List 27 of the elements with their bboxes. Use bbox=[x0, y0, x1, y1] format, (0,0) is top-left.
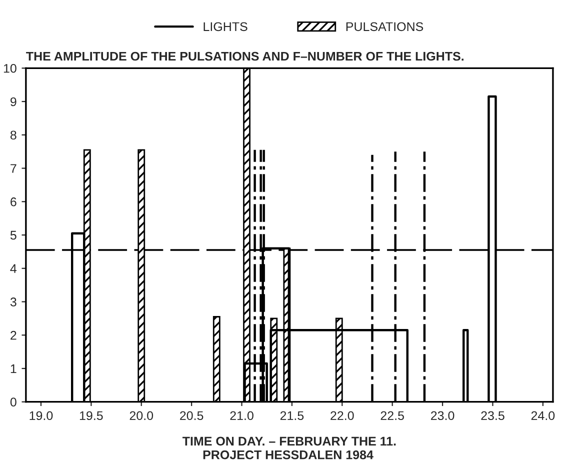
y-tick-label: 2 bbox=[10, 330, 16, 340]
y-tick-label: 4 bbox=[10, 264, 17, 273]
x-tick-label: 21.0 bbox=[230, 411, 254, 420]
y-tick-label: 9 bbox=[10, 97, 16, 106]
x-tick-label: 23.0 bbox=[431, 411, 454, 420]
legend-label: PULSATIONS bbox=[346, 22, 424, 32]
x-tick-label: 21.5 bbox=[280, 411, 304, 420]
y-tick-label: 8 bbox=[10, 130, 16, 140]
y-tick-label: 5 bbox=[10, 230, 16, 240]
y-tick-label: 10 bbox=[4, 64, 16, 73]
y-tick-label: 7 bbox=[10, 164, 16, 173]
legend-label: LIGHTS bbox=[204, 22, 248, 32]
x-tick-label: 19.0 bbox=[30, 411, 53, 420]
x-tick-label: 22.5 bbox=[380, 411, 404, 420]
chart-title: THE AMPLITUDE OF THE PULSATIONS AND F–NUMBER OF THE LIGHTS. bbox=[26, 52, 464, 61]
text: PROJECT HESSDALEN 1984 bbox=[203, 450, 374, 460]
x-tick-label: 20.5 bbox=[180, 411, 204, 420]
x-tick-label: 20.0 bbox=[130, 411, 154, 420]
y-tick-label: 3 bbox=[10, 298, 16, 306]
x-tick-label: 23.5 bbox=[481, 411, 504, 420]
x-axis-title: TIME ON DAY. – FEBRUARY THE 11. bbox=[182, 436, 396, 446]
x-tick-label: 24.0 bbox=[531, 411, 555, 420]
y-tick-label: 6 bbox=[10, 197, 16, 206]
y-tick-label: 1 bbox=[10, 364, 16, 374]
x-tick-label: 19.5 bbox=[80, 411, 103, 420]
x-tick-label: 22.0 bbox=[330, 411, 354, 420]
y-tick-label: 0 bbox=[10, 398, 16, 406]
